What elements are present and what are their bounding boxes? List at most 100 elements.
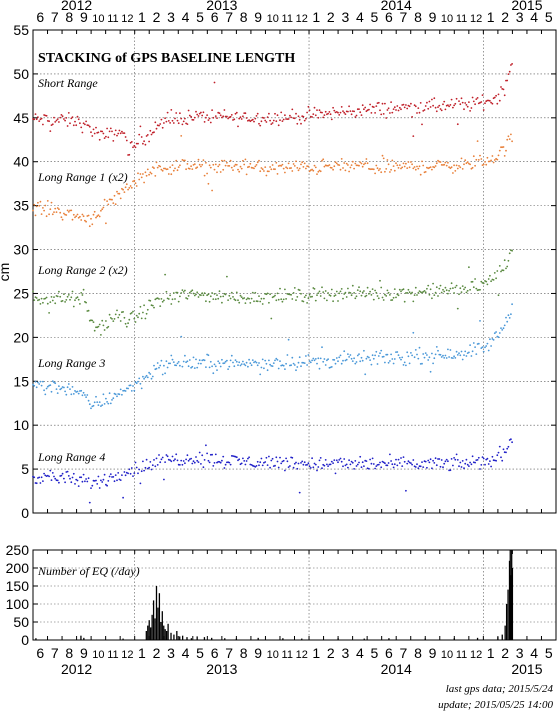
data-point <box>395 162 397 165</box>
month-label-bottom: 5 <box>196 645 204 661</box>
data-point <box>75 478 78 481</box>
data-point <box>342 110 344 112</box>
data-point <box>348 459 350 462</box>
data-point <box>237 459 239 462</box>
data-point <box>113 318 116 320</box>
data-point <box>142 311 144 314</box>
data-point <box>213 81 216 84</box>
data-point <box>442 288 444 291</box>
data-point <box>459 461 462 464</box>
data-point <box>113 133 116 136</box>
data-point <box>70 117 73 120</box>
data-point <box>417 357 420 360</box>
data-point <box>172 169 175 172</box>
data-point <box>503 155 506 157</box>
data-point <box>228 461 231 464</box>
data-point <box>56 207 59 209</box>
month-label-bottom: 6 <box>211 645 219 661</box>
data-point <box>176 291 179 294</box>
data-point <box>91 484 94 487</box>
data-point <box>407 288 410 291</box>
series-long-range-4 <box>32 438 513 504</box>
data-point <box>151 464 154 467</box>
data-point <box>48 312 50 314</box>
data-point <box>300 122 302 125</box>
data-point <box>398 462 401 464</box>
data-point <box>391 358 394 360</box>
data-point <box>256 112 259 115</box>
data-point <box>384 102 386 105</box>
data-point <box>260 297 263 300</box>
month-label-top: 7 <box>400 9 408 25</box>
data-point <box>511 303 513 306</box>
data-point <box>155 161 158 164</box>
data-point <box>350 357 353 360</box>
data-point <box>472 100 475 103</box>
data-point <box>291 356 294 359</box>
data-point <box>181 289 184 291</box>
data-point <box>114 129 117 132</box>
data-point <box>60 216 63 219</box>
data-point <box>205 300 207 303</box>
data-point <box>254 117 257 120</box>
data-point <box>372 106 375 108</box>
data-point <box>397 167 400 169</box>
data-point <box>203 174 206 177</box>
data-point <box>127 188 129 191</box>
data-point <box>277 298 280 301</box>
data-point <box>334 161 337 164</box>
data-point <box>322 158 325 161</box>
data-point <box>207 119 210 121</box>
data-point <box>380 466 383 469</box>
data-point <box>445 289 448 292</box>
data-point <box>228 165 231 167</box>
data-point <box>71 218 74 221</box>
month-label-bottom: 7 <box>51 645 59 661</box>
data-point <box>170 173 173 176</box>
data-point <box>96 483 99 485</box>
month-label-top: 11 <box>456 13 467 25</box>
month-label-bottom: 2 <box>153 645 161 661</box>
y-tick-label: 5 <box>21 461 29 477</box>
data-point <box>318 367 321 370</box>
data-point <box>403 460 406 463</box>
data-point <box>81 294 84 296</box>
data-point <box>501 329 504 331</box>
data-point <box>305 355 307 357</box>
month-label-bottom: 2 <box>327 645 335 661</box>
data-point <box>44 393 47 396</box>
data-point <box>174 298 176 300</box>
data-point <box>402 364 405 366</box>
month-label-bottom: 3 <box>167 645 175 661</box>
y-tick-label: 10 <box>13 417 29 433</box>
data-point <box>453 292 455 294</box>
month-label-top: 2 <box>153 9 161 25</box>
data-point <box>127 472 129 475</box>
data-point <box>416 353 418 356</box>
data-point <box>510 313 512 316</box>
data-point <box>468 351 470 354</box>
data-point <box>102 478 105 481</box>
data-point <box>197 461 200 463</box>
data-point <box>414 105 417 108</box>
data-point <box>211 453 214 456</box>
data-point <box>400 108 402 111</box>
data-point <box>324 110 327 113</box>
data-point <box>361 461 364 464</box>
data-point <box>153 364 155 367</box>
data-point <box>260 366 263 369</box>
data-point <box>146 376 149 379</box>
data-point <box>487 463 490 465</box>
data-point <box>323 297 326 300</box>
data-point <box>326 299 328 302</box>
month-label-bottom: 7 <box>400 645 408 661</box>
data-point <box>345 463 348 466</box>
data-point <box>328 164 331 166</box>
data-point <box>72 472 75 475</box>
data-point <box>184 289 186 292</box>
data-point <box>363 108 365 111</box>
data-point <box>471 166 474 169</box>
data-point <box>274 168 276 171</box>
data-point <box>160 298 163 300</box>
